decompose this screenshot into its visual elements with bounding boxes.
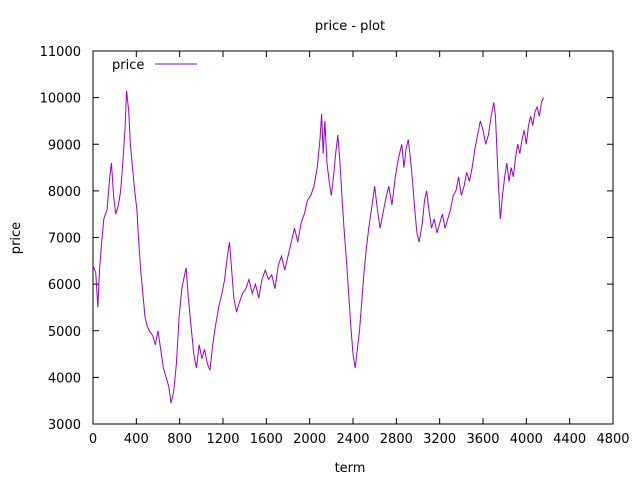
x-tick-label: 0 [89, 432, 97, 447]
x-tick-label: 1600 [250, 432, 283, 447]
x-tick-label: 800 [167, 432, 192, 447]
y-tick-label: 5000 [48, 325, 81, 340]
y-tick-label: 7000 [48, 232, 81, 247]
x-tick-label: 3600 [466, 432, 499, 447]
x-tick-label: 4400 [553, 432, 586, 447]
x-tick-label: 2800 [380, 432, 413, 447]
y-tick-label: 3000 [48, 418, 81, 433]
x-tick-label: 1200 [206, 432, 239, 447]
x-tick-label: 4800 [596, 432, 629, 447]
y-axis-label: price [9, 222, 24, 254]
legend: price [112, 58, 197, 73]
chart-title: price - plot [315, 19, 385, 34]
x-tick-label: 2400 [336, 432, 369, 447]
y-tick-label: 10000 [40, 92, 81, 107]
y-tick-label: 9000 [48, 138, 81, 153]
x-tick-label: 2000 [293, 432, 326, 447]
x-tick-label: 400 [124, 432, 149, 447]
series-layer [92, 90, 545, 404]
y-tick-label: 6000 [48, 278, 81, 293]
series-line-price [92, 90, 545, 404]
y-axis: 3000 4000 5000 6000 7000 8000 9000 10000 11000 [40, 45, 613, 433]
x-axis: 0 400 800 1200 1600 2000 2400 2800 3200 3600 4000 4… [89, 51, 630, 447]
y-tick-label: 8000 [48, 185, 81, 200]
x-axis-label: term [335, 461, 366, 476]
legend-label-price: price [112, 58, 144, 73]
x-tick-label: 3200 [423, 432, 456, 447]
chart-title-group: price - plot [315, 19, 385, 34]
x-tick-label: 4000 [510, 432, 543, 447]
y-tick-label: 11000 [40, 45, 81, 60]
plot-frame [92, 50, 614, 425]
y-tick-label: 4000 [48, 371, 81, 386]
